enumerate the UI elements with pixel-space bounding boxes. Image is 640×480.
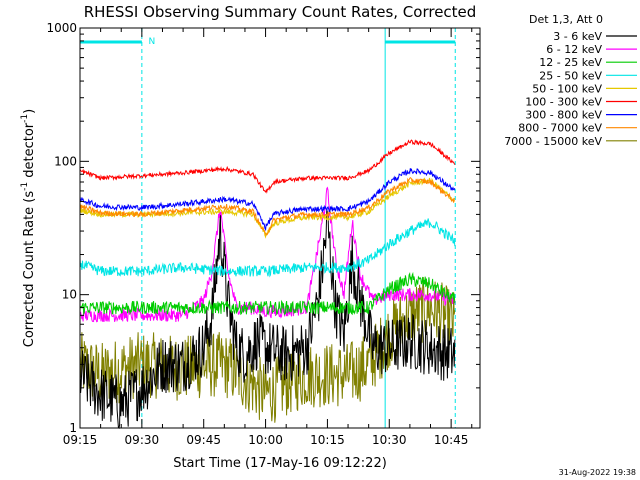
series-line: [79, 277, 456, 423]
x-tick-label: 10:15: [310, 433, 345, 447]
attenuator-bars: N: [80, 37, 456, 47]
legend-label: 800 - 7000 keV: [518, 122, 602, 135]
x-tick-label: 10:45: [434, 433, 469, 447]
x-tick-label: 09:30: [125, 433, 160, 447]
x-axis-label: Start Time (17-May-16 09:12:22): [173, 456, 387, 471]
series-line: [79, 208, 456, 430]
y-tick-label: 100: [54, 154, 77, 168]
y-axis: 1 10 100 1000: [46, 21, 480, 435]
x-tick-label: 10:00: [248, 433, 283, 447]
y-tick-label: 1000: [46, 21, 77, 35]
legend-label: 12 - 25 keV: [539, 56, 602, 69]
series-line: [79, 186, 456, 323]
series-line: [79, 139, 456, 194]
legend-label: 25 - 50 keV: [539, 69, 602, 82]
x-tick-label: 09:15: [63, 433, 98, 447]
legend-title: Det 1,3, Att 0: [529, 13, 603, 26]
y-tick-label: 1: [69, 421, 77, 435]
x-axis: 09:15 09:30 09:45 10:00 10:15 10:30 10:45: [63, 28, 473, 447]
timestamp: 31-Aug-2022 19:38: [559, 468, 636, 477]
y-tick-label: 10: [62, 288, 77, 302]
plot-frame: [79, 27, 481, 429]
x-tick-label: 09:45: [186, 433, 221, 447]
legend-label: 6 - 12 keV: [546, 43, 602, 56]
series-line: [79, 168, 456, 232]
series-line: [79, 218, 456, 278]
chart-title: RHESSI Observing Summary Count Rates, Co…: [84, 3, 477, 21]
x-tick-label: 10:30: [372, 433, 407, 447]
legend-label: 50 - 100 keV: [532, 82, 602, 95]
legend-label: 3 - 6 keV: [553, 30, 602, 43]
state-bar-marker: N: [148, 37, 155, 47]
series-lines: [79, 139, 456, 430]
legend-label: 100 - 300 keV: [525, 96, 602, 109]
legend-label: 300 - 800 keV: [525, 109, 602, 122]
legend-label: 7000 - 15000 keV: [504, 135, 602, 148]
y-axis-label: Corrected Count Rate (s-1 detector-1): [20, 109, 37, 347]
series-line: [79, 177, 455, 236]
series-line: [79, 271, 456, 316]
